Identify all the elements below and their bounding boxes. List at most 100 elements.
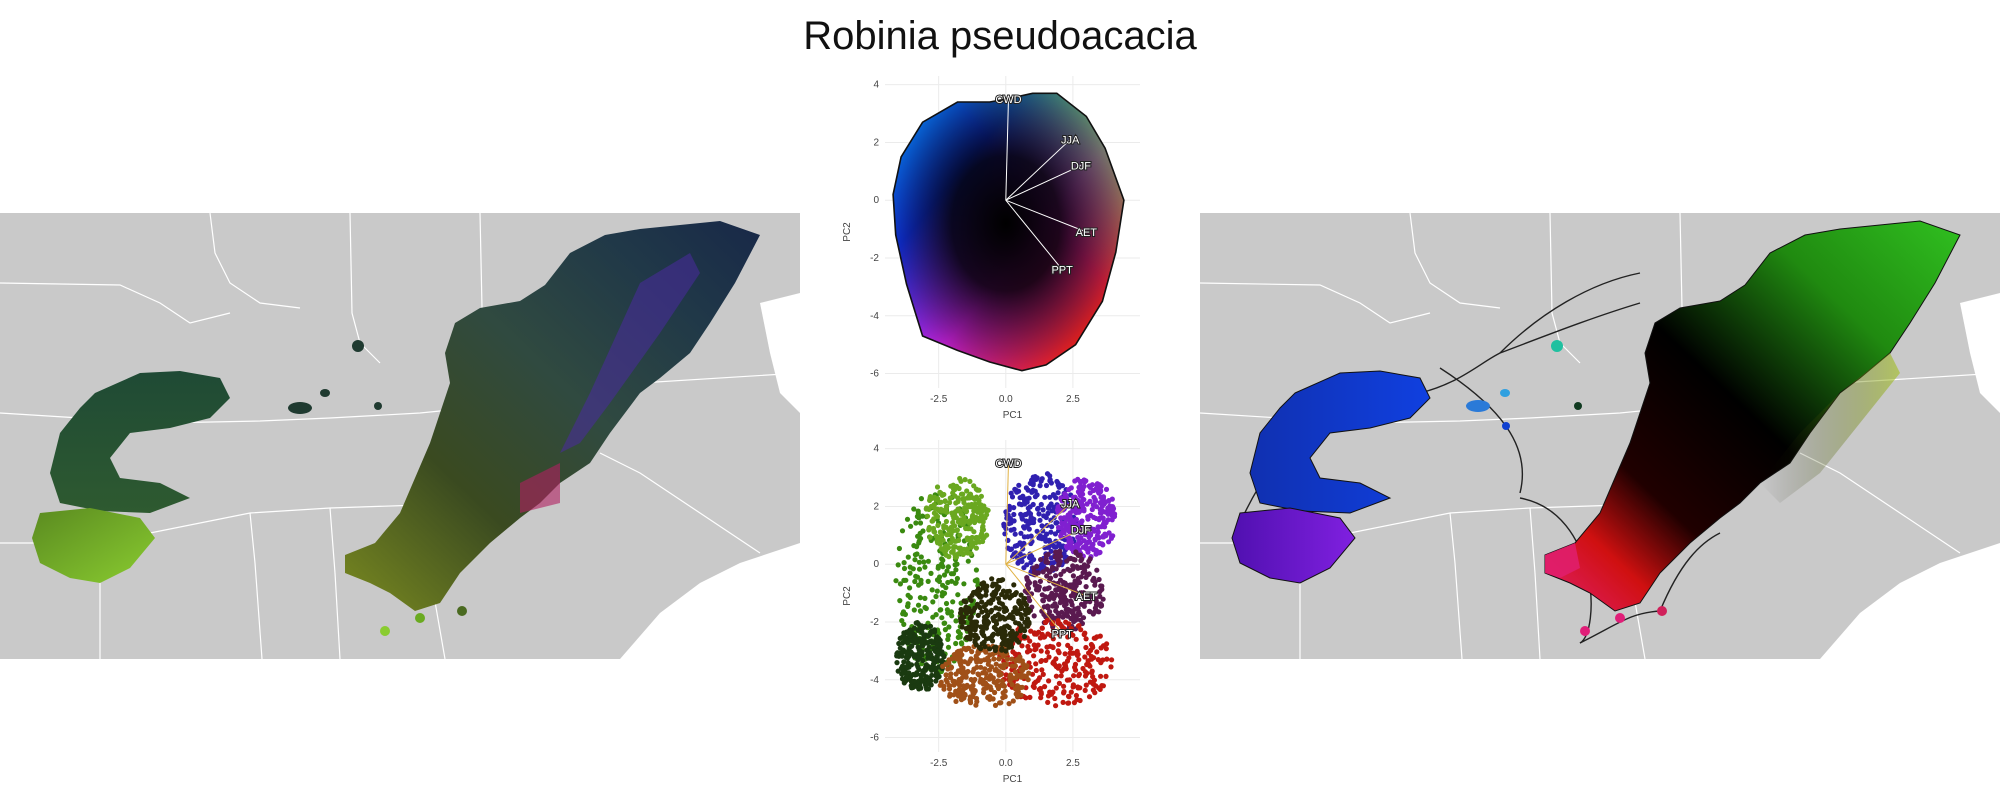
scatter-point	[942, 498, 948, 504]
scatter-point	[1048, 575, 1054, 581]
scatter-point	[1061, 689, 1067, 695]
scatter-point	[967, 491, 973, 497]
scatter-point	[950, 571, 957, 577]
scatter-point	[904, 640, 911, 646]
scatter-point	[993, 619, 999, 625]
loading-label-cwd: CWD	[995, 94, 1021, 106]
y-tick-label: -6	[870, 733, 879, 744]
scatter-point	[1024, 499, 1030, 505]
scatter-point	[976, 644, 982, 650]
scatter-point	[958, 491, 965, 497]
scatter-point	[967, 698, 973, 704]
scatter-point	[1019, 558, 1025, 564]
range-ozark-lobe	[32, 508, 155, 583]
range-appalachian-edge	[1760, 353, 1900, 503]
scatter-point	[1065, 634, 1071, 640]
scatter-point	[1029, 480, 1035, 487]
scatter-point	[897, 598, 903, 604]
scatter-point	[1019, 542, 1025, 548]
scatter-point	[1015, 560, 1021, 566]
scatter-point	[912, 635, 918, 641]
scatter-point	[947, 499, 953, 506]
scatter-point	[1040, 671, 1046, 677]
scatter-point	[927, 534, 933, 540]
scatter-point	[1062, 580, 1068, 586]
scatter-point	[923, 505, 930, 511]
scatter-point	[902, 611, 908, 617]
scatter-point	[1097, 589, 1103, 595]
scatter-point	[1033, 679, 1039, 685]
scatter-point	[982, 666, 988, 672]
scatter-point	[936, 507, 942, 514]
scatter-point	[1085, 549, 1091, 555]
scatter-point	[922, 564, 928, 570]
scatter-point	[1023, 674, 1029, 680]
scatter-point	[896, 640, 902, 647]
scatter-point	[955, 592, 961, 598]
scatter-point	[1085, 572, 1091, 578]
y-tick-label: 2	[873, 137, 879, 148]
scatter-point	[1044, 644, 1050, 650]
scatter-point	[996, 656, 1002, 662]
scatter-point	[1096, 576, 1102, 583]
scatter-point	[963, 684, 969, 691]
scatter-point	[978, 624, 984, 630]
scatter-point	[1045, 551, 1051, 557]
scatter-point	[897, 581, 903, 587]
scatter-point	[1055, 618, 1061, 624]
range-appalachian	[345, 221, 760, 611]
scatter-point	[1048, 517, 1054, 523]
scatter-point	[933, 593, 939, 600]
scatter-point	[1000, 588, 1007, 594]
y-tick-label: -4	[870, 675, 879, 686]
scatter-point	[1093, 504, 1100, 510]
scatter-point	[1067, 526, 1073, 532]
scatter-point	[1045, 510, 1051, 516]
scatter-point	[995, 586, 1001, 592]
x-axis-label: PC1	[1003, 774, 1023, 785]
scatter-point	[1000, 690, 1006, 696]
scatter-point	[911, 506, 917, 512]
scatter-point	[1069, 615, 1075, 621]
scatter-point	[954, 575, 960, 582]
scatter-point	[917, 530, 923, 536]
scatter-point	[1059, 668, 1065, 674]
scatter-point	[934, 672, 940, 678]
scatter-point	[1048, 529, 1054, 535]
scatter-point	[1011, 518, 1017, 524]
scatter-point	[979, 609, 985, 615]
scatter-point	[1079, 556, 1085, 562]
scatter-point	[914, 620, 920, 626]
scatter-point	[1021, 534, 1027, 540]
scatter-point	[1047, 473, 1053, 479]
scatter-point	[960, 668, 966, 674]
scatter-point	[988, 664, 995, 670]
scatter-point	[1099, 503, 1105, 509]
scatter-point	[912, 557, 918, 563]
scatter-point	[983, 608, 989, 614]
scatter-point	[1075, 575, 1081, 581]
y-tick-label: 4	[873, 444, 879, 455]
scatter-point	[1027, 598, 1033, 604]
scatter-point	[1065, 513, 1071, 519]
scatter-point	[934, 484, 941, 490]
scatter-point	[928, 682, 934, 688]
scatter-point	[990, 651, 996, 657]
scatter-point	[1053, 573, 1059, 579]
scatter-point	[1043, 657, 1049, 663]
scatter-point	[1070, 563, 1076, 569]
scatter-point	[1070, 573, 1076, 579]
scatter-point	[1078, 479, 1084, 485]
scatter-point	[909, 684, 915, 691]
scatter-point	[900, 669, 906, 675]
scatter-point	[1066, 502, 1072, 509]
scatter-point	[897, 645, 903, 651]
scatter-point	[1066, 655, 1072, 661]
y-tick-label: -2	[870, 253, 879, 264]
range-appalachian-ridges	[560, 253, 700, 453]
scatter-point	[1079, 518, 1085, 524]
scatter-point	[916, 515, 922, 521]
scatter-point	[1081, 565, 1087, 571]
scatter-point	[985, 655, 991, 661]
scatter-point	[978, 593, 984, 599]
